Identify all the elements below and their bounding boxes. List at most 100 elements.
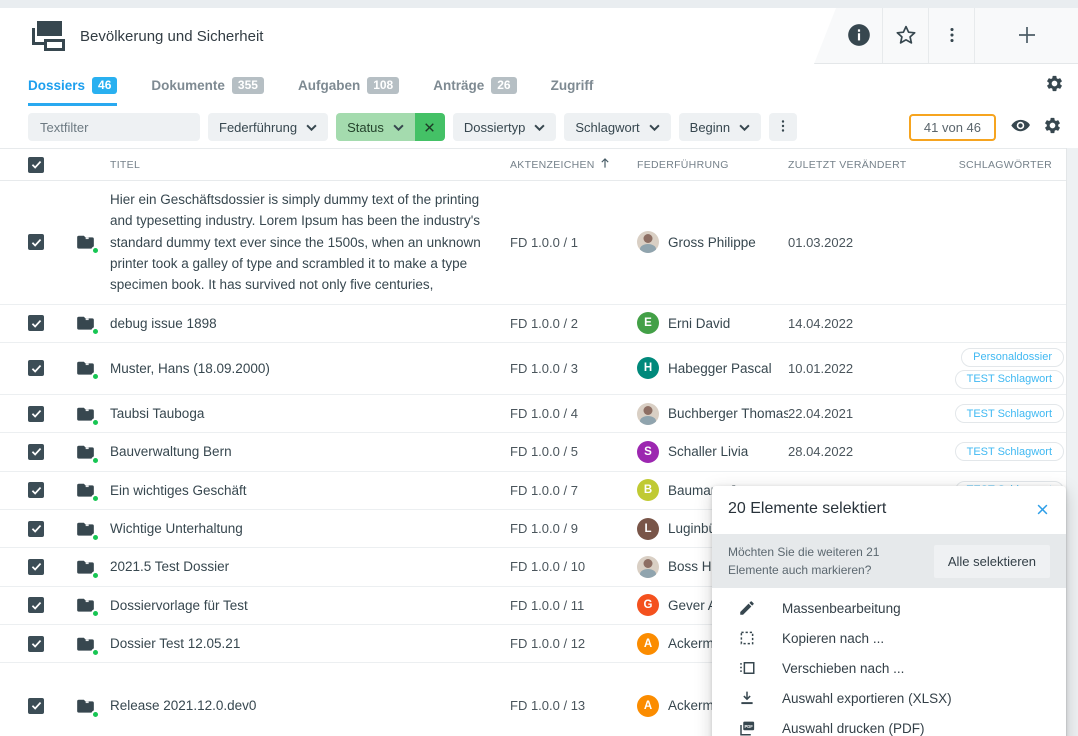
eye-icon [1010, 115, 1031, 139]
tab-dokumente[interactable]: Dokumente 355 [151, 64, 264, 106]
row-checkbox[interactable] [28, 234, 44, 251]
row-checkbox[interactable] [28, 635, 44, 652]
column-header-aktenzeichen[interactable]: AKTENZEICHEN [510, 156, 637, 173]
dossier-title: Dossier Test 12.05.21 [110, 635, 241, 651]
keyword-tags: TEST Schlagwort [954, 399, 1066, 428]
reference-number: FD 1.0.0 / 3 [510, 360, 578, 376]
add-button[interactable] [974, 8, 1078, 64]
selection-popup-header: 20 Elemente selektiert [712, 486, 1066, 534]
info-button[interactable] [836, 8, 882, 64]
table-row[interactable]: debug issue 1898 FD 1.0.0 / 2 E Erni David 1… [0, 305, 1066, 343]
text-filter-input[interactable] [28, 113, 200, 141]
table-row[interactable]: Taubsi Tauboga FD 1.0.0 / 4 Buchberger Tho… [0, 395, 1066, 434]
row-checkbox[interactable] [28, 520, 44, 537]
close-icon [1035, 504, 1050, 520]
reference-number: FD 1.0.0 / 11 [510, 597, 585, 613]
last-modified-date: 14.04.2022 [788, 315, 854, 331]
filter-dossiertyp-dropdown[interactable]: Dossiertyp [452, 113, 557, 141]
dossier-title: debug issue 1898 [110, 315, 217, 331]
filter-chip-group-dossiertyp: Dossiertyp [452, 113, 557, 141]
tab-antr-ge[interactable]: Anträge 26 [433, 64, 517, 106]
star-icon [894, 23, 918, 50]
dossier-title: Wichtige Unterhaltung [110, 520, 243, 536]
page-title: Bevölkerung und Sicherheit [80, 27, 264, 45]
pencil-menu-item[interactable]: Massenbearbeitung [712, 593, 1066, 623]
table-row[interactable]: Hier ein Geschäftsdossier is simply dumm… [0, 181, 1066, 305]
column-header-zuletzt-veraendert[interactable]: ZULETZT VERÄNDERT [788, 158, 907, 171]
top-strip [0, 0, 1078, 8]
avatar [637, 555, 659, 578]
column-header-titel[interactable]: TITEL [110, 158, 141, 171]
preview-toggle-button[interactable] [1008, 113, 1033, 141]
avatar [637, 402, 659, 425]
row-checkbox[interactable] [28, 697, 44, 714]
more-actions-button[interactable] [928, 8, 974, 64]
keyword-tag[interactable]: TEST Schlagwort [954, 442, 1064, 462]
table-row[interactable]: 2021.5 Test Dossier FD 1.0.0 / 10 Boss Hug [0, 548, 1066, 587]
row-checkbox[interactable] [28, 558, 44, 575]
download-menu-item[interactable]: Auswahl exportieren (XLSX) [712, 683, 1066, 713]
filter-chip-group-federf-hrung: Federführung [208, 113, 329, 141]
tab-dossiers[interactable]: Dossiers 46 [28, 64, 118, 106]
chevron-down-icon [306, 124, 317, 131]
dossier-folder-icon [75, 480, 100, 504]
list-settings-button[interactable] [1041, 114, 1064, 140]
filter-beginn-dropdown[interactable]: Beginn [678, 113, 762, 141]
vertical-scrollbar[interactable] [1066, 148, 1078, 736]
chevron-down-icon [649, 124, 660, 131]
header-actions [814, 8, 1078, 64]
print-pdf-icon: PDF [738, 719, 756, 736]
table-row[interactable]: Muster, Hans (18.09.2000) FD 1.0.0 / 3 H Ha… [0, 343, 1066, 395]
row-checkbox[interactable] [28, 443, 44, 460]
filter-chip-group-beginn: Beginn [678, 113, 762, 141]
active-status-dot-icon [91, 609, 100, 619]
more-filters-button[interactable] [769, 113, 798, 141]
active-status-dot-icon [91, 246, 100, 256]
avatar: A [637, 694, 659, 717]
dossier-folder-icon [75, 313, 100, 337]
selection-count-title: 20 Elemente selektiert [728, 500, 887, 517]
table-row[interactable]: Bauverwaltung Bern FD 1.0.0 / 5 S Schaller … [0, 433, 1066, 472]
dossier-title: Dossiervorlage für Test [110, 597, 248, 613]
select-all-button[interactable]: Alle selektieren [933, 544, 1050, 578]
print-pdf-menu-item[interactable]: PDF Auswahl drucken (PDF) [712, 713, 1066, 736]
gear-icon [1043, 116, 1062, 138]
column-header-schlagwoerter[interactable]: SCHLAGWÖRTER [958, 158, 1052, 171]
filter-status-dropdown[interactable]: Status [336, 113, 415, 141]
close-popup-button[interactable] [1033, 500, 1052, 522]
tabs-settings-button[interactable] [1045, 74, 1064, 96]
dossier-title: Bauverwaltung Bern [110, 444, 232, 460]
responsible-person: S Schaller Livia [637, 440, 788, 463]
row-checkbox[interactable] [28, 405, 44, 422]
filter-schlagwort-dropdown[interactable]: Schlagwort [564, 113, 671, 141]
favorite-button[interactable] [882, 8, 928, 64]
tab-aufgaben[interactable]: Aufgaben 108 [298, 64, 400, 106]
move-menu-item[interactable]: Verschieben nach ... [712, 653, 1066, 683]
avatar: S [637, 440, 659, 463]
dossier-folder-icon [75, 442, 100, 465]
clear-status-filter-button[interactable] [414, 113, 445, 141]
dossier-title: Release 2021.12.0.dev0 [110, 698, 257, 714]
keyword-tag[interactable]: TEST Schlagwort [954, 369, 1064, 389]
column-header-federfuehrung[interactable]: FEDERFÜHRUNG [637, 158, 729, 171]
row-checkbox[interactable] [28, 315, 44, 332]
row-checkbox[interactable] [28, 360, 44, 377]
keyword-tag[interactable]: TEST Schlagwort [954, 404, 1064, 424]
row-checkbox[interactable] [28, 482, 44, 499]
active-status-dot-icon [91, 417, 100, 427]
download-icon [738, 689, 756, 707]
filter-federf-hrung-dropdown[interactable]: Federführung [208, 113, 329, 141]
reference-number: FD 1.0.0 / 12 [510, 636, 586, 652]
dossier-structure-icon [30, 21, 66, 51]
keyword-tag[interactable]: Personaldossier [961, 347, 1064, 367]
copy-menu-item[interactable]: Kopieren nach ... [712, 623, 1066, 653]
responsible-person: E Erni David [637, 312, 788, 335]
select-all-checkbox[interactable] [28, 156, 44, 173]
reference-number: FD 1.0.0 / 1 [510, 234, 578, 250]
tab-zugriff[interactable]: Zugriff [550, 77, 594, 93]
avatar: L [637, 517, 659, 540]
dossier-title: Taubsi Tauboga [110, 405, 205, 421]
row-checkbox[interactable] [28, 597, 44, 614]
table-row[interactable]: Dossier Test 12.05.21 FD 1.0.0 / 12 A Acker… [0, 625, 1066, 664]
